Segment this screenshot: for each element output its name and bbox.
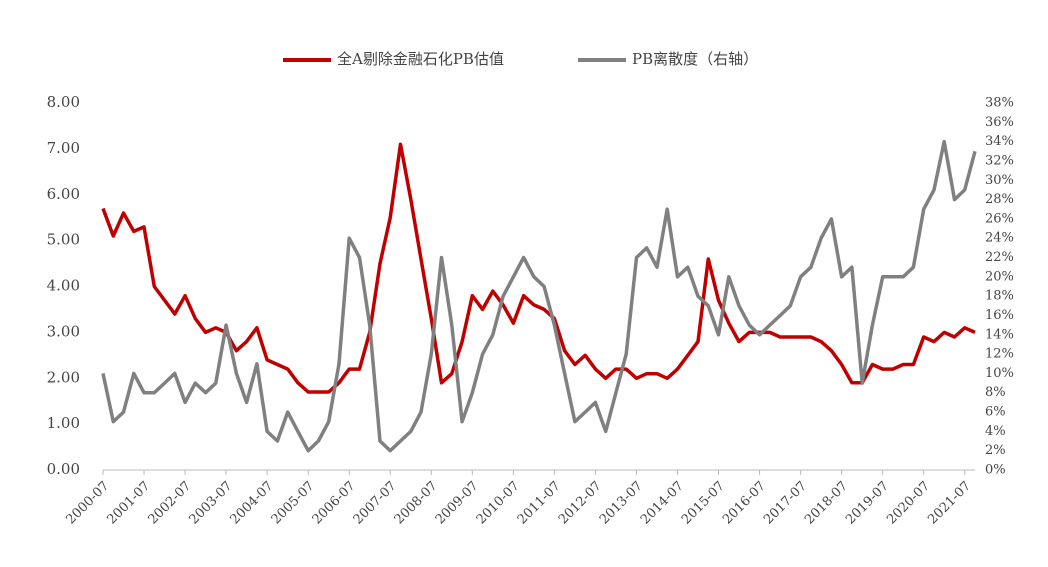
x-tick-label: 2003-07 [187, 479, 236, 528]
y2-tick-label: 0% [985, 463, 1006, 478]
y2-tick-label: 18% [985, 289, 1014, 304]
y2-tick-label: 32% [985, 153, 1014, 168]
y-tick-label: 2.00 [47, 368, 80, 386]
y2-tick-label: 20% [985, 269, 1014, 284]
y-tick-label: 3.00 [47, 322, 80, 340]
legend-label: PB离散度（右轴） [632, 50, 758, 68]
series-line [101, 139, 977, 453]
y2-tick-label: 14% [985, 327, 1014, 342]
y2-tick-label: 8% [985, 385, 1006, 400]
x-tick-label: 2008-07 [392, 479, 441, 528]
y-tick-label: 6.00 [47, 185, 80, 203]
x-tick-label: 2018-07 [802, 479, 851, 528]
y-tick-label: 1.00 [47, 414, 80, 432]
series-line [101, 142, 976, 394]
x-tick-label: 2009-07 [433, 479, 482, 528]
y2-tick-label: 22% [985, 250, 1014, 265]
y2-tick-label: 2% [985, 443, 1006, 458]
y2-tick-label: 28% [985, 192, 1014, 207]
x-tick-label: 2019-07 [843, 479, 892, 528]
y2-tick-label: 6% [985, 405, 1006, 420]
x-tick-label: 2020-07 [884, 479, 933, 528]
x-tick-label: 2021-07 [925, 479, 974, 528]
x-tick-label: 2001-07 [105, 479, 154, 528]
x-tick-label: 2004-07 [228, 479, 277, 528]
x-tick-label: 2012-07 [556, 479, 605, 528]
x-tick-label: 2013-07 [597, 479, 646, 528]
legend-label: 全A剔除金融石化PB估值 [337, 50, 504, 68]
x-tick-label: 2000-07 [63, 479, 112, 528]
y-tick-label: 5.00 [47, 231, 80, 249]
y-tick-label: 8.00 [47, 93, 80, 111]
x-tick-label: 2016-07 [720, 479, 769, 528]
x-tick-label: 2007-07 [351, 479, 400, 528]
x-tick-label: 2015-07 [679, 479, 728, 528]
y-tick-label: 0.00 [47, 460, 80, 478]
x-tick-label: 2010-07 [474, 479, 523, 528]
y2-tick-label: 30% [985, 173, 1014, 188]
y2-tick-label: 12% [985, 347, 1014, 362]
y2-tick-label: 24% [985, 231, 1014, 246]
y2-tick-label: 16% [985, 308, 1014, 323]
x-tick-label: 2017-07 [761, 479, 810, 528]
y-tick-label: 4.00 [47, 277, 80, 295]
y2-tick-label: 10% [985, 366, 1014, 381]
x-tick-label: 2011-07 [515, 479, 564, 528]
y2-tick-label: 4% [985, 424, 1006, 439]
y2-tick-label: 38% [985, 96, 1014, 111]
x-tick-label: 2002-07 [146, 479, 195, 528]
y2-tick-label: 34% [985, 134, 1014, 149]
y2-tick-label: 36% [985, 115, 1014, 130]
y-tick-label: 7.00 [47, 139, 80, 157]
x-tick-label: 2014-07 [638, 479, 687, 528]
y2-tick-label: 26% [985, 211, 1014, 226]
x-tick-label: 2006-07 [310, 479, 359, 528]
x-tick-label: 2005-07 [269, 479, 318, 528]
